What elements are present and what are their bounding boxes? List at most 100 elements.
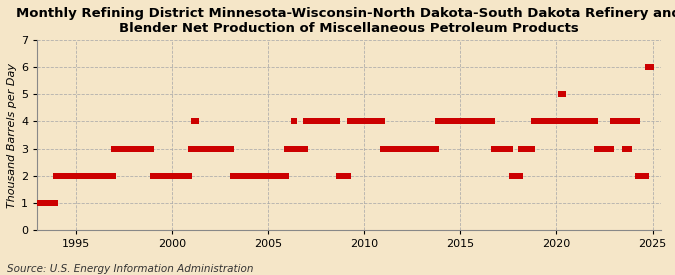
Point: [610, 119, 621, 124]
Point: [495, 146, 506, 151]
Point: [271, 174, 281, 178]
Point: [80, 174, 90, 178]
Point: [392, 146, 403, 151]
Point: [615, 119, 626, 124]
Point: [221, 146, 232, 151]
Point: [142, 146, 153, 151]
Point: [327, 119, 338, 124]
Point: [229, 174, 240, 178]
Point: [168, 174, 179, 178]
Point: [232, 174, 243, 178]
Point: [301, 119, 312, 124]
Point: [562, 119, 573, 124]
Point: [641, 174, 651, 178]
Point: [328, 119, 339, 124]
Point: [379, 146, 390, 151]
Point: [546, 119, 557, 124]
Point: [352, 119, 363, 124]
Point: [105, 174, 116, 178]
Point: [101, 174, 111, 178]
Point: [285, 146, 296, 151]
Point: [272, 174, 283, 178]
Point: [75, 174, 86, 178]
Point: [111, 146, 122, 151]
Point: [287, 146, 298, 151]
Point: [460, 119, 470, 124]
Point: [259, 174, 270, 178]
Point: [402, 146, 413, 151]
Point: [532, 119, 543, 124]
Point: [558, 92, 568, 97]
Point: [248, 174, 259, 178]
Point: [564, 119, 574, 124]
Point: [128, 146, 139, 151]
Point: [319, 119, 329, 124]
Point: [591, 146, 602, 151]
Point: [78, 174, 89, 178]
Point: [280, 174, 291, 178]
Point: [369, 119, 379, 124]
Point: [41, 200, 52, 205]
Point: [545, 119, 556, 124]
Point: [357, 119, 368, 124]
Point: [498, 146, 509, 151]
Point: [236, 174, 246, 178]
Point: [182, 174, 193, 178]
Point: [246, 174, 257, 178]
Point: [92, 174, 103, 178]
Point: [397, 146, 408, 151]
Point: [458, 119, 469, 124]
Point: [434, 119, 445, 124]
Point: [202, 146, 213, 151]
Point: [322, 119, 333, 124]
Point: [263, 174, 273, 178]
Point: [307, 119, 318, 124]
Point: [253, 174, 264, 178]
Point: [335, 174, 346, 178]
Point: [463, 119, 474, 124]
Point: [628, 119, 639, 124]
Point: [107, 174, 118, 178]
Point: [163, 174, 174, 178]
Point: [421, 146, 432, 151]
Point: [468, 119, 479, 124]
Point: [216, 146, 227, 151]
Point: [618, 119, 629, 124]
Point: [622, 146, 632, 151]
Point: [62, 174, 73, 178]
Point: [157, 174, 167, 178]
Point: [238, 174, 249, 178]
Point: [88, 174, 99, 178]
Point: [282, 146, 293, 151]
Point: [284, 146, 294, 151]
Point: [415, 146, 426, 151]
Point: [90, 174, 101, 178]
Point: [511, 174, 522, 178]
Point: [447, 119, 458, 124]
Point: [317, 119, 328, 124]
Point: [461, 119, 472, 124]
Point: [302, 119, 313, 124]
Point: [551, 119, 562, 124]
Point: [49, 200, 60, 205]
Point: [300, 146, 310, 151]
Point: [275, 174, 286, 178]
Point: [632, 174, 643, 178]
Y-axis label: Thousand Barrels per Day: Thousand Barrels per Day: [7, 62, 17, 208]
Point: [265, 174, 275, 178]
Point: [433, 119, 443, 124]
Point: [612, 119, 622, 124]
Point: [554, 119, 565, 124]
Point: [47, 200, 57, 205]
Point: [604, 146, 615, 151]
Point: [391, 146, 402, 151]
Point: [208, 146, 219, 151]
Point: [267, 174, 278, 178]
Point: [171, 174, 182, 178]
Point: [203, 146, 214, 151]
Point: [36, 200, 47, 205]
Point: [207, 146, 217, 151]
Point: [333, 174, 344, 178]
Point: [113, 146, 124, 151]
Point: [626, 119, 637, 124]
